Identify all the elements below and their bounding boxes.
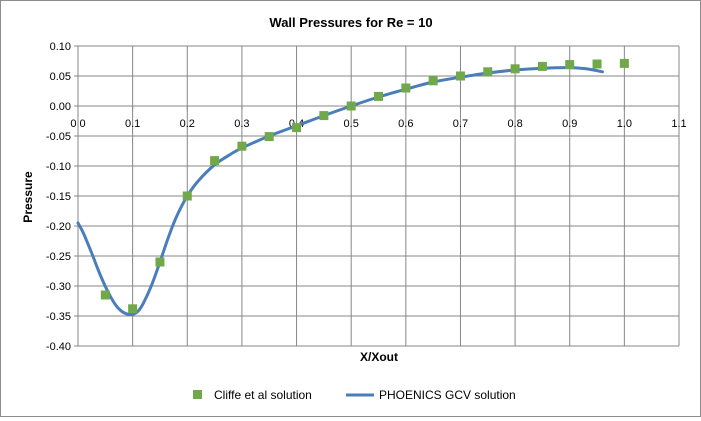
cliffe-data-point xyxy=(510,64,520,74)
chart-title: Wall Pressures for Re = 10 xyxy=(269,15,432,30)
y-tick-label: -0.40 xyxy=(46,341,71,353)
legend-marker-cliffe xyxy=(193,390,202,399)
cliffe-data-point xyxy=(428,76,438,86)
x-tick-label: 0.3 xyxy=(234,118,249,130)
x-axis-label: X/Xout xyxy=(360,350,398,364)
y-axis-label: Pressure xyxy=(21,171,35,223)
cliffe-data-point xyxy=(537,61,547,71)
y-tick-label: -0.35 xyxy=(46,311,71,323)
cliffe-data-point xyxy=(565,60,575,70)
cliffe-data-point xyxy=(155,257,165,267)
x-tick-label: 0.2 xyxy=(180,118,195,130)
legend-label-cliffe: Cliffe et al solution xyxy=(214,388,312,402)
y-tick-label: -0.15 xyxy=(46,191,71,203)
axes: 0.00.10.20.30.40.50.60.70.80.91.01.10.10… xyxy=(46,41,687,353)
y-tick-label: -0.30 xyxy=(46,281,71,293)
y-tick-label: -0.05 xyxy=(46,131,71,143)
legend-label-phoenics: PHOENICS GCV solution xyxy=(379,388,516,402)
x-tick-label: 0.5 xyxy=(344,118,359,130)
grid-lines xyxy=(77,45,680,347)
cliffe-data-point xyxy=(210,156,220,166)
line-series xyxy=(76,66,605,316)
marker-series xyxy=(100,58,629,314)
cliffe-data-point xyxy=(237,141,247,151)
x-tick-label: 0.8 xyxy=(507,118,522,130)
cliffe-data-point xyxy=(483,67,493,77)
cliffe-data-point xyxy=(292,123,302,133)
x-tick-label: 0.7 xyxy=(453,118,468,130)
phoenics-gcv-line xyxy=(76,66,605,316)
y-tick-label: 0.05 xyxy=(50,71,71,83)
y-tick-label: -0.10 xyxy=(46,161,71,173)
cliffe-data-point xyxy=(128,304,138,314)
cliffe-data-point xyxy=(401,83,411,93)
y-tick-label: -0.25 xyxy=(46,251,71,263)
x-tick-label: 1.1 xyxy=(671,118,686,130)
x-tick-label: 0.1 xyxy=(125,118,140,130)
y-tick-label: -0.20 xyxy=(46,221,71,233)
x-tick-label: 0.6 xyxy=(398,118,413,130)
cliffe-data-point xyxy=(264,132,274,142)
cliffe-data-point xyxy=(100,290,110,300)
legend: Cliffe et al solution PHOENICS GCV solut… xyxy=(193,388,516,402)
cliffe-data-point xyxy=(374,91,383,101)
x-tick-label: 0.9 xyxy=(562,118,577,130)
cliffe-data-point xyxy=(619,58,629,68)
cliffe-data-point xyxy=(455,71,465,81)
cliffe-data-point xyxy=(592,59,602,69)
cliffe-data-point xyxy=(182,191,192,201)
y-tick-label: 0.00 xyxy=(50,101,71,113)
y-tick-label: 0.10 xyxy=(50,41,71,53)
cliffe-data-point xyxy=(346,101,356,111)
x-tick-label: 1.0 xyxy=(617,118,632,130)
cliffe-data-point xyxy=(319,111,329,121)
